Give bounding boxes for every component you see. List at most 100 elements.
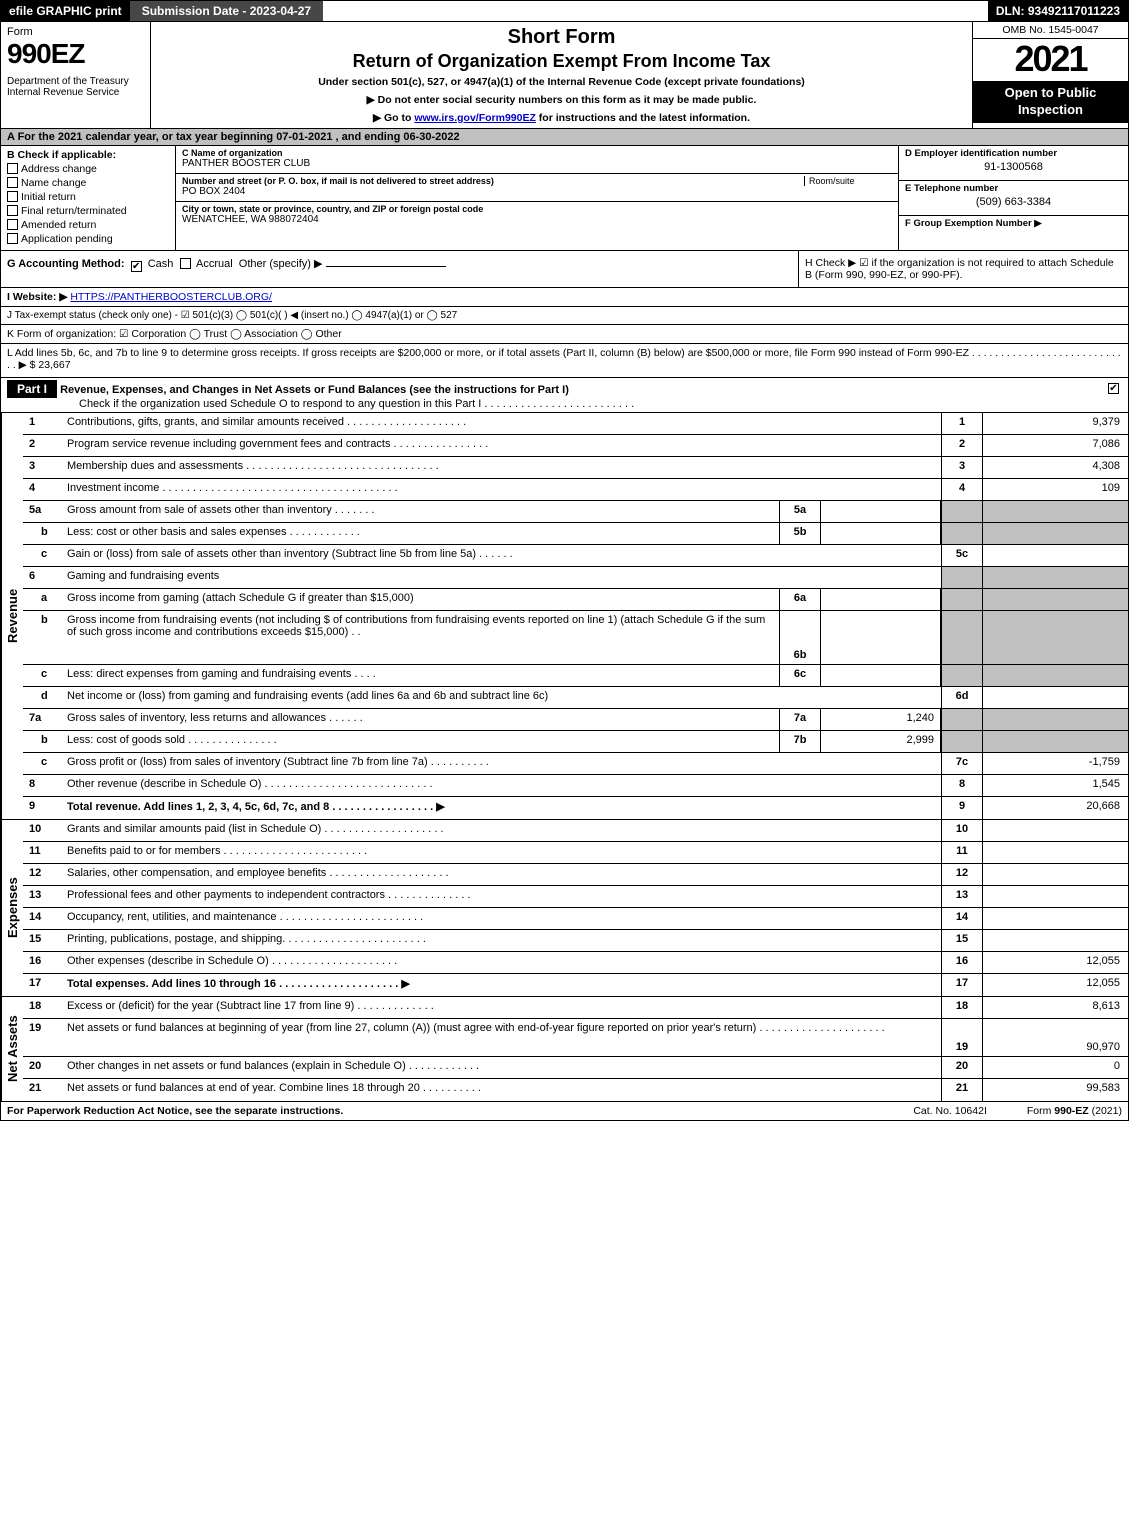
group-exemption-label: F Group Exemption Number ▶	[905, 218, 1122, 229]
row-shaded	[941, 709, 983, 730]
row-shaded	[941, 501, 983, 522]
row-rn: 6d	[941, 687, 983, 708]
opt-amended-return: Amended return	[21, 219, 96, 231]
website-link[interactable]: HTTPS://PANTHERBOOSTERCLUB.ORG/	[70, 291, 272, 303]
row-num: 15	[23, 930, 63, 951]
row-mn: 6b	[779, 611, 821, 664]
checkbox-schedule-o[interactable]	[1108, 383, 1119, 394]
row-desc: Other changes in net assets or fund bala…	[63, 1057, 941, 1078]
row-shaded	[941, 611, 983, 664]
line-h: H Check ▶ ☑ if the organization is not r…	[798, 251, 1128, 287]
row-shaded	[983, 523, 1128, 544]
row-desc: Contributions, gifts, grants, and simila…	[63, 413, 941, 434]
section-b: B Check if applicable: Address change Na…	[1, 146, 176, 250]
footer-right: Form 990-EZ (2021)	[1027, 1105, 1122, 1117]
row-mv	[821, 589, 941, 610]
row-num: 4	[23, 479, 63, 500]
checkbox-address-change[interactable]	[7, 163, 18, 174]
row-mv	[821, 611, 941, 664]
line-k-form-of-org: K Form of organization: ☑ Corporation ◯ …	[1, 325, 1128, 344]
checkbox-amended-return[interactable]	[7, 219, 18, 230]
row-desc: Less: cost or other basis and sales expe…	[63, 523, 779, 544]
opt-final-return: Final return/terminated	[21, 205, 127, 217]
city-label: City or town, state or province, country…	[182, 204, 892, 214]
checkbox-cash[interactable]	[131, 261, 142, 272]
row-mv: 2,999	[821, 731, 941, 752]
row-rv: 9,379	[983, 413, 1128, 434]
revenue-vertical-label: Revenue	[1, 413, 23, 819]
checkbox-application-pending[interactable]	[7, 233, 18, 244]
row-rv: 4,308	[983, 457, 1128, 478]
submission-date-label: Submission Date - 2023-04-27	[130, 1, 323, 21]
row-desc: Occupancy, rent, utilities, and maintena…	[63, 908, 941, 929]
row-rn: 16	[941, 952, 983, 973]
row-rn: 1	[941, 413, 983, 434]
footer-left: For Paperwork Reduction Act Notice, see …	[7, 1105, 873, 1117]
city-value: WENATCHEE, WA 988072404	[182, 214, 892, 225]
row-rn: 13	[941, 886, 983, 907]
short-form-title: Short Form	[157, 26, 966, 49]
omb-number: OMB No. 1545-0047	[973, 22, 1128, 39]
row-num: 20	[23, 1057, 63, 1078]
header-center: Short Form Return of Organization Exempt…	[151, 22, 973, 128]
row-num: 16	[23, 952, 63, 973]
row-mv	[821, 665, 941, 686]
row-num: 18	[23, 997, 63, 1018]
row-desc: Gross amount from sale of assets other t…	[63, 501, 779, 522]
line-g: G Accounting Method: Cash Accrual Other …	[1, 251, 798, 287]
row-desc: Benefits paid to or for members . . . . …	[63, 842, 941, 863]
row-desc: Salaries, other compensation, and employ…	[63, 864, 941, 885]
subtitle: Under section 501(c), 527, or 4947(a)(1)…	[157, 76, 966, 88]
row-desc: Total revenue. Add lines 1, 2, 3, 4, 5c,…	[63, 797, 941, 819]
row-num: 5a	[23, 501, 63, 522]
row-rv	[983, 864, 1128, 885]
row-desc: Other revenue (describe in Schedule O) .…	[63, 775, 941, 796]
irs-link[interactable]: www.irs.gov/Form990EZ	[414, 112, 536, 124]
org-name-value: PANTHER BOOSTER CLUB	[182, 158, 892, 169]
row-desc: Gaming and fundraising events	[63, 567, 941, 588]
org-name-label: C Name of organization	[182, 148, 892, 158]
ein-label: D Employer identification number	[905, 148, 1122, 159]
row-num: b	[23, 611, 63, 664]
row-shaded	[941, 523, 983, 544]
line-i: I Website: ▶ HTTPS://PANTHERBOOSTERCLUB.…	[1, 288, 1128, 307]
street-value: PO BOX 2404	[182, 186, 892, 197]
checkbox-initial-return[interactable]	[7, 191, 18, 202]
section-d-e-f: D Employer identification number 91-1300…	[898, 146, 1128, 250]
row-rv	[983, 842, 1128, 863]
row-num: 1	[23, 413, 63, 434]
header-left: Form 990EZ Department of the Treasury In…	[1, 22, 151, 128]
efile-print-label[interactable]: efile GRAPHIC print	[1, 1, 130, 21]
row-num: d	[23, 687, 63, 708]
row-rn: 18	[941, 997, 983, 1018]
opt-accrual: Accrual	[196, 258, 233, 270]
row-rn: 5c	[941, 545, 983, 566]
line-j-tax-exempt: J Tax-exempt status (check only one) - ☑…	[1, 307, 1128, 325]
row-shaded	[983, 501, 1128, 522]
checkbox-accrual[interactable]	[180, 258, 191, 269]
row-rv	[983, 687, 1128, 708]
opt-address-change: Address change	[21, 163, 97, 175]
row-shaded	[941, 731, 983, 752]
warning-ssn: ▶ Do not enter social security numbers o…	[157, 94, 966, 106]
other-specify-input[interactable]	[326, 266, 446, 267]
row-shaded	[983, 665, 1128, 686]
row-mn: 7a	[779, 709, 821, 730]
row-desc: Excess or (deficit) for the year (Subtra…	[63, 997, 941, 1018]
row-desc: Professional fees and other payments to …	[63, 886, 941, 907]
row-rv	[983, 908, 1128, 929]
section-b-title: B Check if applicable:	[7, 149, 169, 161]
row-rn: 12	[941, 864, 983, 885]
row-rv	[983, 886, 1128, 907]
row-rv: -1,759	[983, 753, 1128, 774]
checkbox-name-change[interactable]	[7, 177, 18, 188]
dln-label: DLN: 93492117011223	[988, 1, 1128, 21]
checkbox-final-return[interactable]	[7, 205, 18, 216]
row-rv: 12,055	[983, 974, 1128, 996]
row-shaded	[941, 567, 983, 588]
tax-year: 2021	[973, 39, 1128, 81]
instructions-link[interactable]: ▶ Go to www.irs.gov/Form990EZ for instru…	[157, 112, 966, 124]
section-c: C Name of organization PANTHER BOOSTER C…	[176, 146, 898, 250]
row-desc: Less: cost of goods sold . . . . . . . .…	[63, 731, 779, 752]
section-b-c-d: B Check if applicable: Address change Na…	[1, 146, 1128, 251]
